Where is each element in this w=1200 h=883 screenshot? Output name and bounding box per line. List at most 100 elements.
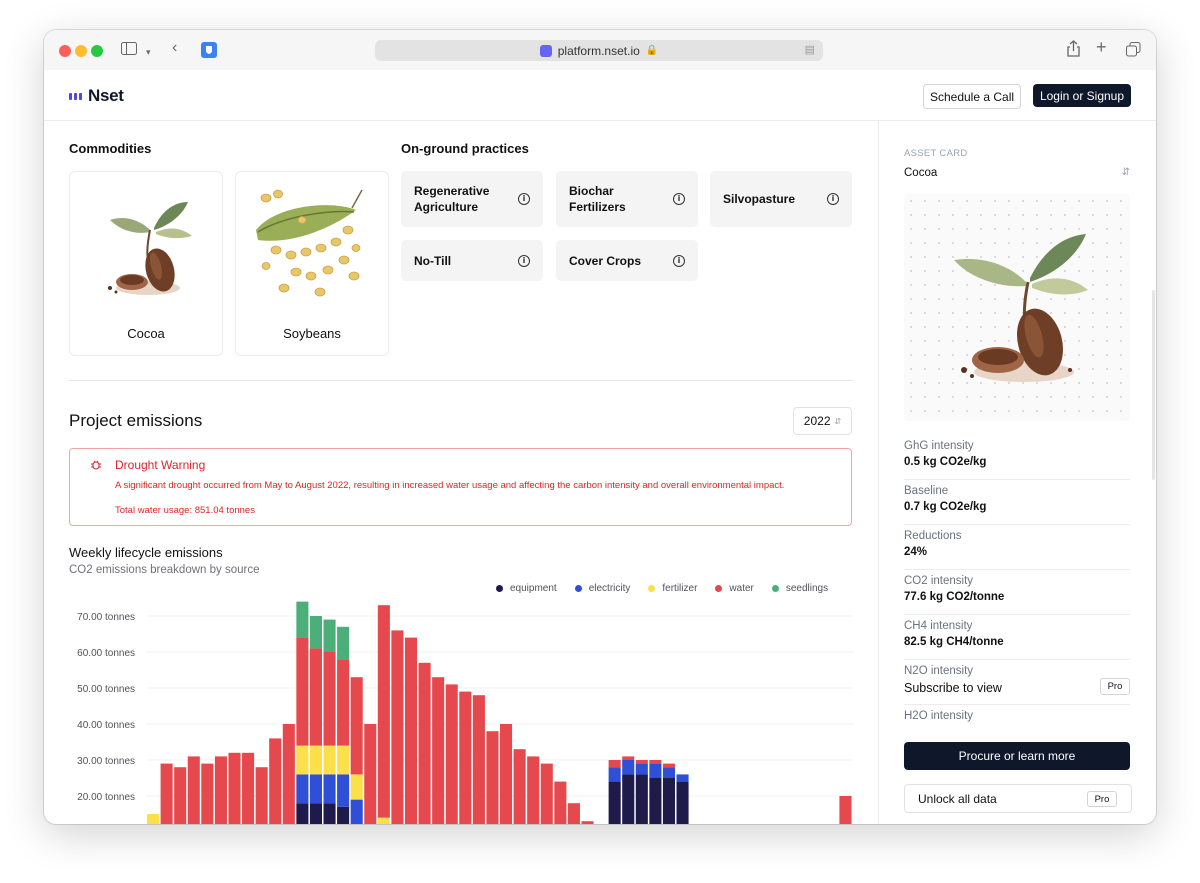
- bar-segment-electricity[interactable]: [676, 774, 689, 782]
- bar-segment-equipment[interactable]: [649, 778, 662, 824]
- legend-item-seedlings[interactable]: seedlings: [771, 583, 828, 594]
- bar-segment-fertilizer[interactable]: [296, 745, 309, 775]
- bar-segment-water[interactable]: [255, 767, 268, 824]
- tab-overview-icon[interactable]: [1126, 42, 1141, 61]
- address-bar[interactable]: platform.nset.io 🔒 ▤: [375, 40, 823, 61]
- bar-segment-fertilizer[interactable]: [377, 817, 390, 824]
- bar-segment-water[interactable]: [581, 821, 594, 824]
- password-manager-icon[interactable]: [201, 42, 217, 62]
- legend-item-fertilizer[interactable]: fertilizer: [648, 583, 697, 594]
- practice-biochar-fertilizers[interactable]: Biochar Fertilizers i: [556, 171, 698, 227]
- bar-segment-water[interactable]: [554, 781, 567, 824]
- minimize-window-button[interactable]: [75, 45, 87, 57]
- practice-silvopasture[interactable]: Silvopasture i: [710, 171, 852, 227]
- bar-segment-electricity[interactable]: [608, 767, 621, 782]
- bar-segment-water[interactable]: [364, 724, 377, 824]
- share-icon[interactable]: [1067, 40, 1080, 61]
- bar-segment-water[interactable]: [228, 752, 241, 824]
- info-icon[interactable]: i: [518, 254, 530, 267]
- bar-segment-water[interactable]: [649, 760, 662, 764]
- brand-logo[interactable]: Nset: [69, 86, 124, 106]
- bar-segment-equipment[interactable]: [662, 778, 675, 824]
- reader-icon[interactable]: ▤: [804, 44, 815, 56]
- bar-segment-water[interactable]: [567, 803, 580, 824]
- bar-segment-water[interactable]: [608, 760, 621, 768]
- bar-segment-water[interactable]: [377, 605, 390, 818]
- bar-segment-water[interactable]: [527, 756, 540, 824]
- bar-segment-electricity[interactable]: [350, 799, 363, 824]
- bar-segment-water[interactable]: [309, 648, 322, 746]
- bar-segment-water[interactable]: [350, 677, 363, 775]
- bar-segment-water[interactable]: [432, 677, 445, 824]
- bar-segment-water[interactable]: [391, 630, 404, 824]
- bar-segment-fertilizer[interactable]: [309, 745, 322, 775]
- bar-segment-seedlings[interactable]: [323, 619, 336, 652]
- practice-regenerative-agriculture[interactable]: Regenerative Agriculture i: [401, 171, 543, 227]
- sidebar-toggle-icon[interactable]: [121, 41, 137, 59]
- commodity-card-cocoa[interactable]: Cocoa: [69, 171, 223, 356]
- bar-segment-electricity[interactable]: [635, 763, 648, 775]
- bar-segment-seedlings[interactable]: [309, 616, 322, 649]
- bar-segment-equipment[interactable]: [296, 803, 309, 824]
- info-icon[interactable]: i: [673, 254, 685, 267]
- bar-segment-water[interactable]: [513, 749, 526, 824]
- bar-segment-water[interactable]: [160, 763, 173, 824]
- info-icon[interactable]: i: [673, 193, 685, 205]
- bar-segment-electricity[interactable]: [337, 774, 350, 807]
- legend-item-equipment[interactable]: equipment: [496, 583, 557, 594]
- bar-segment-equipment[interactable]: [622, 774, 635, 824]
- bar-segment-electricity[interactable]: [649, 763, 662, 778]
- bar-segment-water[interactable]: [540, 763, 553, 824]
- bar-segment-water[interactable]: [187, 756, 200, 824]
- bar-segment-electricity[interactable]: [622, 760, 635, 775]
- metric-value[interactable]: Subscribe to view: [904, 681, 1002, 695]
- bar-segment-water[interactable]: [282, 724, 295, 824]
- asset-select[interactable]: Cocoa ⇵: [904, 167, 1130, 179]
- bar-segment-equipment[interactable]: [635, 774, 648, 824]
- bar-segment-water[interactable]: [662, 763, 675, 768]
- bar-segment-water[interactable]: [445, 684, 458, 824]
- bar-segment-equipment[interactable]: [337, 806, 350, 824]
- bar-segment-water[interactable]: [839, 796, 852, 824]
- legend-item-electricity[interactable]: electricity: [574, 583, 630, 594]
- bar-segment-equipment[interactable]: [676, 781, 689, 824]
- bar-segment-seedlings[interactable]: [337, 626, 350, 660]
- bar-segment-equipment[interactable]: [608, 781, 621, 824]
- bar-segment-water[interactable]: [472, 695, 485, 824]
- commodity-card-soybeans[interactable]: Soybeans: [235, 171, 389, 356]
- new-tab-icon[interactable]: +: [1096, 37, 1107, 57]
- schedule-call-button[interactable]: Schedule a Call: [923, 84, 1021, 109]
- bar-segment-fertilizer[interactable]: [350, 774, 363, 800]
- bar-segment-water[interactable]: [323, 652, 336, 746]
- login-signup-button[interactable]: Login or Signup: [1033, 84, 1131, 107]
- info-icon[interactable]: i: [518, 193, 530, 205]
- bar-segment-electricity[interactable]: [662, 767, 675, 778]
- bar-segment-fertilizer[interactable]: [323, 745, 336, 775]
- bar-segment-water[interactable]: [404, 637, 418, 824]
- bar-segment-equipment[interactable]: [309, 803, 322, 824]
- bar-segment-water[interactable]: [174, 767, 187, 824]
- side-scrollbar[interactable]: [1152, 290, 1155, 480]
- year-select[interactable]: 2022 ⇵: [793, 407, 852, 435]
- bar-segment-water[interactable]: [459, 691, 472, 824]
- bar-segment-water[interactable]: [500, 724, 513, 824]
- bar-segment-water[interactable]: [201, 763, 214, 824]
- back-icon[interactable]: ‹: [172, 39, 178, 56]
- bar-segment-water[interactable]: [269, 738, 282, 824]
- bar-segment-water[interactable]: [486, 731, 499, 824]
- bar-segment-fertilizer[interactable]: [337, 745, 350, 775]
- bar-segment-water[interactable]: [635, 760, 648, 764]
- bar-segment-electricity[interactable]: [296, 774, 309, 804]
- close-window-button[interactable]: [59, 45, 71, 57]
- chevron-down-icon[interactable]: ▾: [146, 47, 151, 57]
- bar-segment-water[interactable]: [296, 637, 309, 746]
- bar-segment-seedlings[interactable]: [296, 601, 309, 638]
- bar-segment-water[interactable]: [418, 662, 431, 824]
- bar-segment-electricity[interactable]: [323, 774, 336, 804]
- procure-button[interactable]: Procure or learn more: [904, 742, 1130, 770]
- zoom-window-button[interactable]: [91, 45, 103, 57]
- bar-segment-water[interactable]: [242, 752, 255, 824]
- unlock-all-data-button[interactable]: Unlock all data Pro: [904, 784, 1132, 813]
- bar-segment-fertilizer[interactable]: [147, 814, 160, 824]
- bar-segment-electricity[interactable]: [309, 774, 322, 804]
